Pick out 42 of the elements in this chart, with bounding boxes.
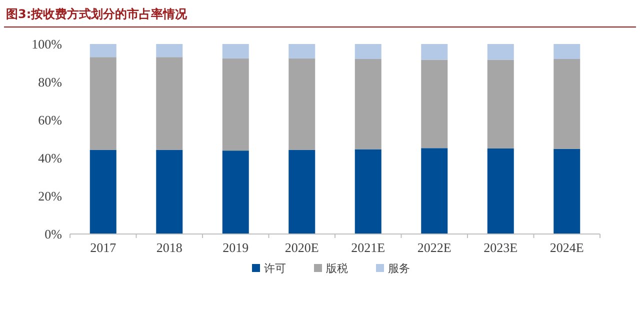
x-tick-label: 2019	[222, 240, 249, 255]
bar	[222, 44, 249, 58]
x-tick-label: 2017	[90, 240, 117, 255]
bar	[354, 149, 382, 234]
x-tick-label: 2021E	[351, 240, 386, 255]
bar	[156, 44, 183, 58]
legend-label: 服务	[388, 262, 410, 275]
x-tick-label: 2022E	[417, 240, 452, 255]
bar	[554, 148, 580, 234]
legend-label: 许可	[264, 262, 286, 275]
y-tick-label: 40%	[38, 150, 62, 166]
chart-title: 图3:按收费方式划分的市占率情况	[6, 7, 188, 21]
bar	[90, 150, 116, 234]
bar	[90, 57, 116, 150]
bar	[421, 148, 448, 234]
x-tick-label: 2024E	[550, 240, 584, 255]
bar	[487, 60, 514, 148]
y-tick-label: 100%	[32, 36, 62, 52]
y-tick-label: 80%	[38, 74, 62, 90]
bar	[354, 59, 382, 150]
bar	[288, 150, 316, 234]
bar	[421, 44, 448, 60]
bar	[554, 59, 580, 149]
bar	[222, 150, 249, 234]
x-tick-label: 2018	[156, 240, 182, 255]
bar	[288, 58, 316, 150]
bar	[288, 44, 316, 58]
x-tick-label: 2023E	[484, 240, 518, 255]
y-tick-label: 0%	[44, 226, 62, 242]
bar	[354, 44, 382, 60]
bar	[90, 44, 116, 58]
y-tick-label: 20%	[38, 188, 62, 204]
bar	[156, 57, 183, 150]
bar	[487, 148, 514, 234]
bar	[222, 58, 249, 151]
legend-label: 版税	[326, 262, 348, 275]
y-tick-label: 60%	[38, 112, 62, 128]
bar	[487, 44, 514, 60]
bar	[421, 60, 448, 148]
bar	[156, 150, 183, 234]
x-tick-label: 2020E	[284, 240, 319, 255]
bar	[554, 44, 580, 60]
